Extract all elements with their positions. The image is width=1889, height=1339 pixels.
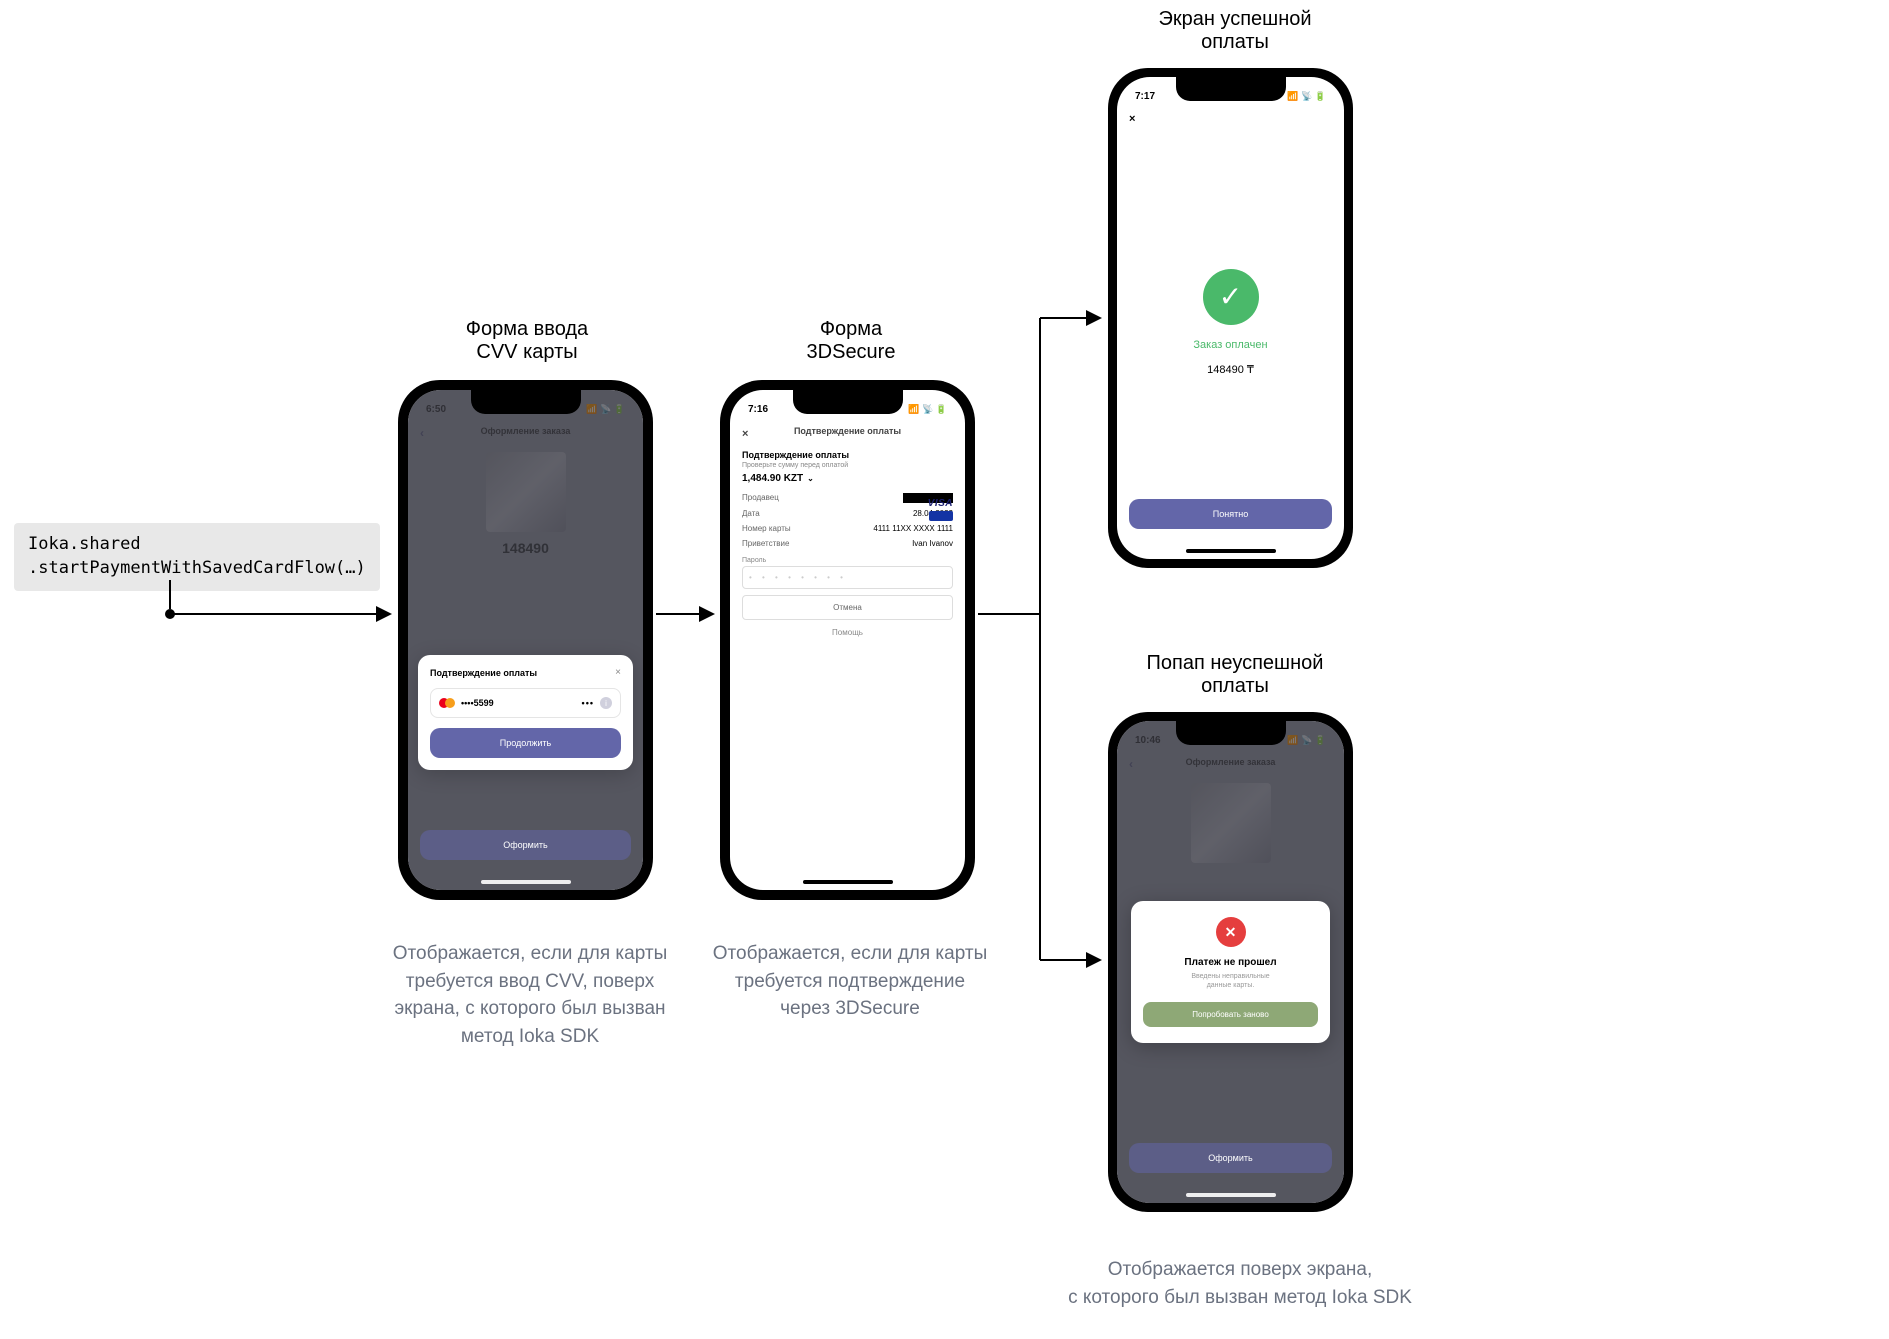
cancel-button[interactable]: Отмена <box>742 595 953 620</box>
home-indicator <box>1186 549 1276 553</box>
success-amount: 148490 ₸ <box>1207 363 1254 376</box>
notch <box>1176 77 1286 101</box>
success-title-l1: Экран успешной <box>1100 8 1370 31</box>
chevron-down-icon[interactable]: ⌄ <box>807 474 814 483</box>
ds-title-l2: 3DSecure <box>716 341 986 364</box>
cvv-title-l1: Форма ввода <box>392 318 662 341</box>
mastercard-icon <box>439 698 455 708</box>
error-icon: ✕ <box>1216 917 1246 947</box>
card-label: Номер карты <box>742 524 791 533</box>
ds-phone: 7:16 📶 📡 🔋 × Подтверждение оплаты VISA П… <box>720 380 975 900</box>
error-phone: 10:46 📶 📡 🔋 ‹ Оформление заказа ✕ Платеж… <box>1108 712 1353 1212</box>
cvv-value: ••• <box>582 698 594 708</box>
error-modal-title: Платеж не прошел <box>1143 957 1318 968</box>
ds-amount: 1,484.90 KZT ⌄ <box>742 473 953 484</box>
ds-section-title: Подтверждение оплаты <box>742 450 953 460</box>
home-indicator <box>1186 1193 1276 1197</box>
cvv-screen: 6:50 📶 📡 🔋 ‹ Оформление заказа 148490 По… <box>408 390 643 890</box>
ds-time: 7:16 <box>748 404 768 415</box>
error-title: Попап неуспешной оплаты <box>1100 652 1370 698</box>
notch <box>471 390 581 414</box>
cvv-title-l2: CVV карты <box>392 341 662 364</box>
cvv-modal: Подтверждение оплаты × ••••5599 ••• i Пр… <box>418 655 633 770</box>
ds-title: Форма 3DSecure <box>716 318 986 364</box>
cvv-caption: Отображается, если для карты требуется в… <box>370 940 690 1050</box>
error-screen: 10:46 📶 📡 🔋 ‹ Оформление заказа ✕ Платеж… <box>1117 721 1344 1203</box>
visa-badge: VISA <box>928 498 953 521</box>
password-label: Пароль <box>742 557 953 564</box>
success-title: Экран успешной оплаты <box>1100 8 1370 54</box>
notch <box>793 390 903 414</box>
error-title-l2: оплаты <box>1100 675 1370 698</box>
ds-header: × Подтверждение оплаты <box>730 418 965 444</box>
status-icons: 📶 📡 🔋 <box>1287 91 1326 102</box>
success-time: 7:17 <box>1135 91 1155 102</box>
retry-button[interactable]: Попробовать заново <box>1143 1002 1318 1027</box>
cvv-input[interactable]: ••••5599 ••• i <box>430 688 621 718</box>
close-icon[interactable]: × <box>1129 113 1135 125</box>
continue-button[interactable]: Продолжить <box>430 728 621 758</box>
visa-secure-icon <box>929 511 953 521</box>
ds-section-sub: Проверьте сумму перед оплатой <box>742 462 953 469</box>
home-indicator <box>481 880 571 884</box>
success-content: ✓ Заказ оплачен 148490 ₸ <box>1117 131 1344 559</box>
error-modal: ✕ Платеж не прошел Введены неправильные … <box>1131 901 1330 1043</box>
ds-header-text: Подтверждение оплаты <box>794 426 901 436</box>
checkout-button[interactable]: Оформить <box>1129 1143 1332 1173</box>
card-val: 4111 11XX XXXX 1111 <box>873 524 953 533</box>
error-title-l1: Попап неуспешной <box>1100 652 1370 675</box>
date-label: Дата <box>742 509 760 518</box>
home-indicator <box>803 880 893 884</box>
info-icon[interactable]: i <box>600 697 612 709</box>
success-phone: 7:17 📶 📡 🔋 × ✓ Заказ оплачен 148490 ₸ По… <box>1108 68 1353 568</box>
password-input[interactable]: • • • • • • • • <box>742 566 953 589</box>
success-screen: 7:17 📶 📡 🔋 × ✓ Заказ оплачен 148490 ₸ По… <box>1117 77 1344 559</box>
close-icon[interactable]: × <box>615 667 621 678</box>
error-modal-sub: Введены неправильные данные карты. <box>1143 972 1318 990</box>
greeting-label: Приветствие <box>742 539 789 548</box>
ok-button[interactable]: Понятно <box>1129 499 1332 529</box>
checkout-button[interactable]: Оформить <box>420 830 631 860</box>
status-icons: 📶 📡 🔋 <box>908 404 947 415</box>
seller-label: Продавец <box>742 493 779 503</box>
success-status: Заказ оплачен <box>1193 339 1267 351</box>
success-title-l2: оплаты <box>1100 31 1370 54</box>
dim-overlay <box>408 390 643 890</box>
close-icon[interactable]: × <box>742 428 748 440</box>
ds-caption: Отображается, если для карты требуется п… <box>690 940 1010 1023</box>
flow-diagram: Ioka.shared .startPaymentWithSavedCardFl… <box>0 0 1889 1339</box>
cvv-title: Форма ввода CVV карты <box>392 318 662 364</box>
visa-logo: VISA <box>928 498 953 509</box>
error-caption: Отображается поверх экрана, с которого б… <box>1000 1256 1480 1311</box>
ds-title-l1: Форма <box>716 318 986 341</box>
card-masked: ••••5599 <box>461 698 576 708</box>
cvv-phone: 6:50 📶 📡 🔋 ‹ Оформление заказа 148490 По… <box>398 380 653 900</box>
help-link[interactable]: Помощь <box>742 628 953 637</box>
notch <box>1176 721 1286 745</box>
ds-screen: 7:16 📶 📡 🔋 × Подтверждение оплаты VISA П… <box>730 390 965 890</box>
greeting-val: Ivan Ivanov <box>912 539 953 548</box>
check-icon: ✓ <box>1203 269 1259 325</box>
cvv-modal-title: Подтверждение оплаты <box>430 668 537 678</box>
